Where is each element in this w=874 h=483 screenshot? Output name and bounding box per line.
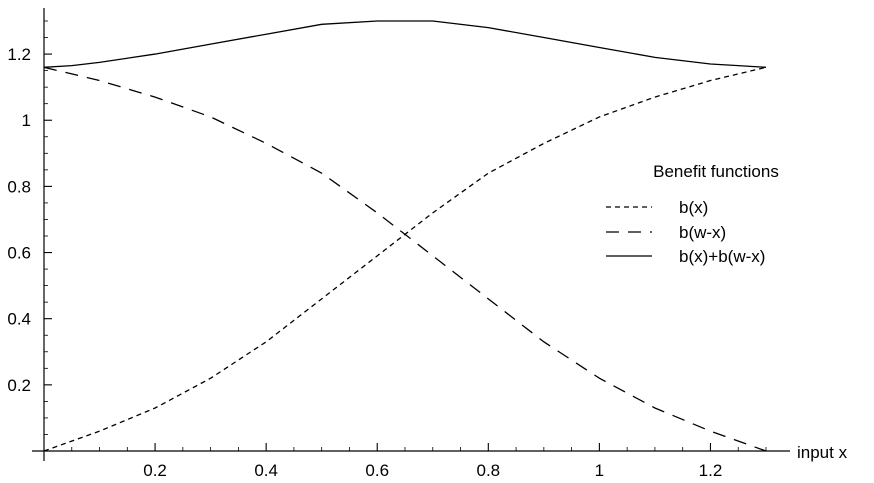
x-tick-label: 1 [595,461,604,480]
y-tick-label: 0.6 [7,244,31,263]
x-axis-label: input x [797,443,848,462]
legend-label-bwx: b(w-x) [679,223,726,242]
y-tick-label: 0.8 [7,177,31,196]
y-tick-label: 0.2 [7,376,31,395]
legend: Benefit functions b(x) b(w-x) b(x)+b(w-x… [606,162,779,266]
legend-label-sum: b(x)+b(w-x) [679,247,765,266]
series-layer [43,20,767,452]
y-tick-label: 1.2 [7,45,31,64]
legend-title: Benefit functions [653,162,779,181]
series-line-sum [43,20,767,68]
x-tick-label: 0.2 [143,461,167,480]
x-tick-label: 1.2 [699,461,723,480]
series-line-bx [43,66,767,452]
axes: 0.2 0.4 0.6 0.8 1 1.2 0.2 0.4 0.6 0.8 1 1.2 [7,8,790,480]
x-tick-label: 0.4 [254,461,278,480]
y-tick-label: 0.4 [7,310,31,329]
series-line-bwx [43,66,767,452]
y-tick-label: 1 [22,111,31,130]
x-tick-label: 0.6 [365,461,389,480]
x-tick-label: 0.8 [476,461,500,480]
legend-label-bx: b(x) [679,198,708,217]
